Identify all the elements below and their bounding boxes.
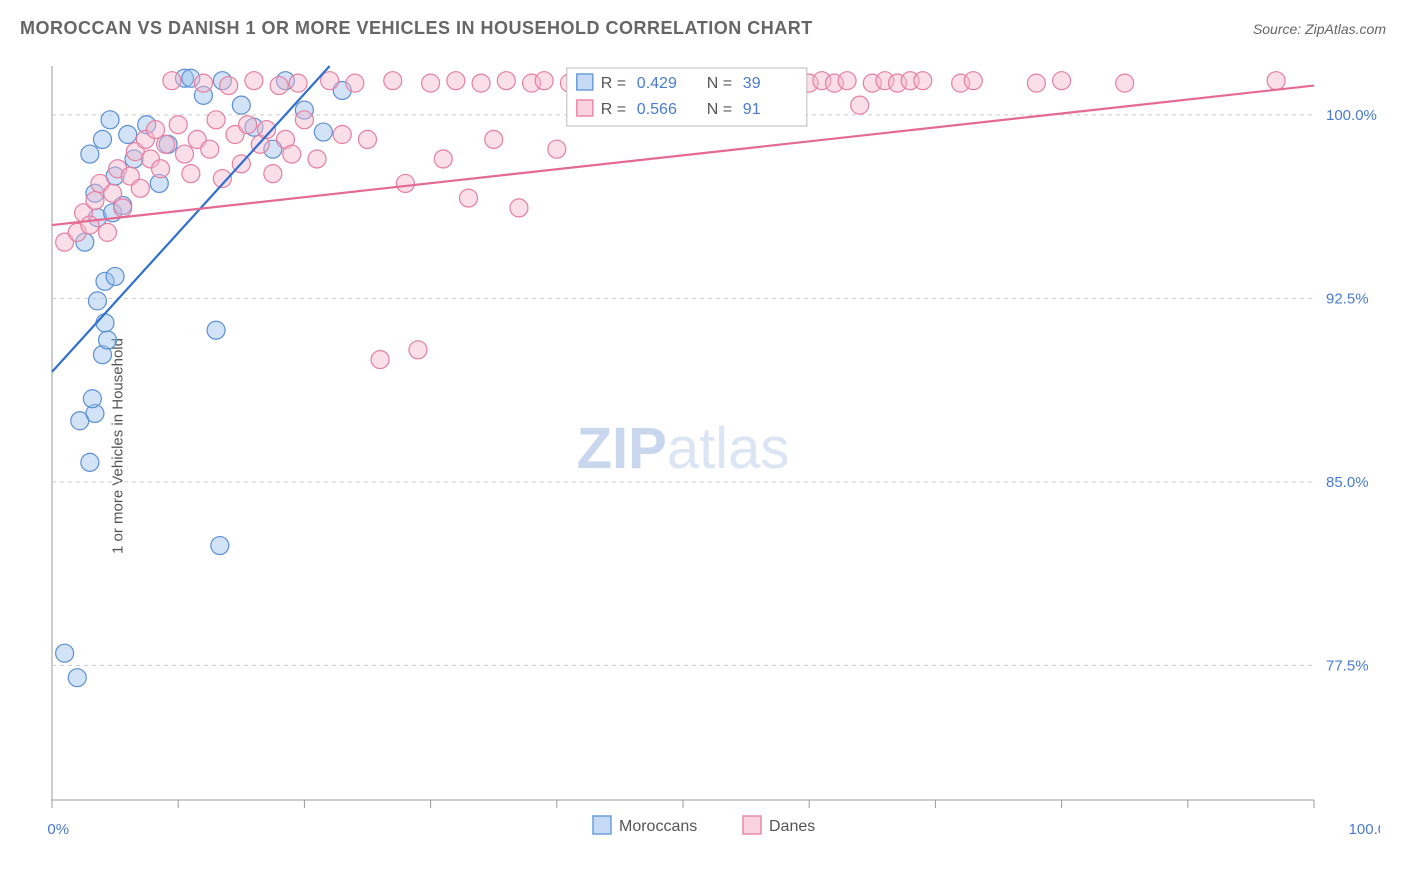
data-point (472, 74, 490, 92)
data-point (422, 74, 440, 92)
data-point (88, 292, 106, 310)
data-point (371, 351, 389, 369)
data-point (86, 192, 104, 210)
data-point (201, 140, 219, 158)
data-point (176, 145, 194, 163)
legend-series-label: Danes (769, 818, 815, 835)
data-point (1116, 74, 1134, 92)
data-point (211, 537, 229, 555)
x-max-label: 100.0% (1349, 821, 1380, 838)
data-point (485, 130, 503, 148)
data-point (346, 74, 364, 92)
data-point (245, 72, 263, 90)
data-point (535, 72, 553, 90)
y-tick-label: 92.5% (1326, 290, 1369, 307)
source-label: Source: ZipAtlas.com (1253, 21, 1386, 37)
watermark: ZIPatlas (577, 416, 790, 481)
legend-series-label: Moroccans (619, 818, 697, 835)
data-point (99, 223, 117, 241)
legend-swatch (577, 74, 593, 90)
x-min-label: 0.0% (46, 821, 69, 838)
legend-swatch (577, 100, 593, 116)
data-point (81, 145, 99, 163)
data-point (270, 77, 288, 95)
data-point (1027, 74, 1045, 92)
data-point (56, 644, 74, 662)
data-point (914, 72, 932, 90)
data-point (434, 150, 452, 168)
data-point (384, 72, 402, 90)
data-point (459, 189, 477, 207)
data-point (409, 341, 427, 359)
data-point (1267, 72, 1285, 90)
data-point (838, 72, 856, 90)
legend-swatch (743, 816, 761, 834)
data-point (194, 74, 212, 92)
data-point (548, 140, 566, 158)
legend-r-value: 0.429 (637, 75, 677, 92)
legend-n-label: N = (707, 101, 732, 118)
scatter-chart: 77.5% 85.0% 92.5% 100.0% ZIPatlas R = 0.429 N … (46, 60, 1380, 852)
data-point (106, 267, 124, 285)
data-point (314, 123, 332, 141)
legend-n-value: 39 (743, 75, 761, 92)
data-point (96, 314, 114, 332)
data-point (497, 72, 515, 90)
chart-area: 77.5% 85.0% 92.5% 100.0% ZIPatlas R = 0.429 N … (46, 60, 1380, 852)
data-point (163, 72, 181, 90)
legend-n-label: N = (707, 75, 732, 92)
data-point (396, 174, 414, 192)
data-point (239, 116, 257, 134)
legend-n-value: 91 (743, 101, 761, 118)
data-point (851, 96, 869, 114)
data-point (308, 150, 326, 168)
data-point (510, 199, 528, 217)
data-point (169, 116, 187, 134)
data-point (447, 72, 465, 90)
data-point (68, 669, 86, 687)
legend-r-label: R = (601, 101, 626, 118)
data-point (964, 72, 982, 90)
data-point (131, 179, 149, 197)
data-point (264, 165, 282, 183)
chart-title: MOROCCAN VS DANISH 1 OR MORE VEHICLES IN… (20, 18, 813, 39)
data-point (289, 74, 307, 92)
legend-swatch (593, 816, 611, 834)
data-point (232, 96, 250, 114)
legend-r-label: R = (601, 75, 626, 92)
data-point (220, 77, 238, 95)
data-point (101, 111, 119, 129)
y-tick-label: 77.5% (1326, 657, 1369, 674)
data-point (93, 130, 111, 148)
y-tick-label: 100.0% (1326, 107, 1377, 124)
data-point (333, 126, 351, 144)
data-point (114, 199, 132, 217)
data-point (119, 126, 137, 144)
y-tick-label: 85.0% (1326, 474, 1369, 491)
data-point (182, 165, 200, 183)
data-point (157, 135, 175, 153)
header-row: MOROCCAN VS DANISH 1 OR MORE VEHICLES IN… (20, 18, 1386, 39)
data-point (283, 145, 301, 163)
data-point (207, 321, 225, 339)
legend-r-value: 0.566 (637, 101, 677, 118)
data-point (1053, 72, 1071, 90)
data-point (99, 331, 117, 349)
data-point (81, 216, 99, 234)
data-point (359, 130, 377, 148)
data-point (81, 453, 99, 471)
data-point (83, 390, 101, 408)
data-point (295, 111, 313, 129)
data-point (152, 160, 170, 178)
data-point (207, 111, 225, 129)
